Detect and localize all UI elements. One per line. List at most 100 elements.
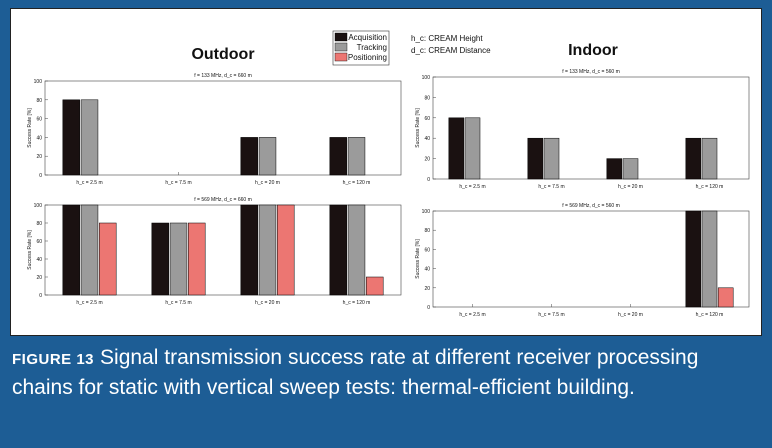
bar-acquisition xyxy=(240,204,258,296)
y-tick-label: 20 xyxy=(36,275,42,281)
bar-tracking xyxy=(622,158,639,180)
plot-area xyxy=(44,80,402,176)
bar-positioning xyxy=(188,222,206,296)
x-tick-label: h_c = 7.5 m xyxy=(538,184,564,190)
y-tick-label: 0 xyxy=(427,177,430,183)
x-tick-label: h_c = 7.5 m xyxy=(165,300,191,306)
bar-positioning xyxy=(366,276,384,296)
bar-tracking xyxy=(169,222,188,296)
y-axis-label: Success Rate [%] xyxy=(415,239,421,279)
bar-tracking xyxy=(464,117,481,180)
panel-title: f = 569 MHz, d_c = 660 m xyxy=(194,197,252,203)
note-cream-distance: d_c: CREAM Distance xyxy=(411,46,491,55)
bar-acquisition xyxy=(448,117,465,180)
bar-acquisition xyxy=(62,99,80,176)
x-tick-label: h_c = 120 m xyxy=(343,300,371,306)
y-tick-label: 0 xyxy=(39,173,42,179)
chart-panel-2: f = 569 MHz, d_c = 660 m 0 20 40 60 80 100 Succ… xyxy=(27,197,402,306)
x-tick-label: h_c = 2.5 m xyxy=(76,300,102,306)
bar-positioning xyxy=(99,222,117,296)
y-tick-label: 40 xyxy=(36,135,42,141)
x-tick-label: h_c = 7.5 m xyxy=(165,180,191,186)
y-axis-label: Success Rate [%] xyxy=(415,108,421,148)
y-tick-label: 40 xyxy=(424,136,430,142)
panel-title: f = 133 MHz, d_c = 560 m xyxy=(562,69,620,75)
bar-acquisition xyxy=(685,137,702,180)
x-tick-label: h_c = 20 m xyxy=(255,300,280,306)
bar-acquisition xyxy=(527,137,544,180)
figure-caption: FIGURE 13 Signal transmission success rat… xyxy=(12,344,760,402)
bar-positioning xyxy=(277,204,295,296)
x-tick-label: h_c = 2.5 m xyxy=(76,180,102,186)
legend-swatch-tracking xyxy=(334,42,348,52)
bar-acquisition xyxy=(62,204,80,296)
y-tick-label: 0 xyxy=(39,293,42,299)
bar-tracking xyxy=(80,204,99,296)
x-tick-label: h_c = 2.5 m xyxy=(459,184,485,190)
panel-title: f = 569 MHz, d_c = 560 m xyxy=(562,203,620,209)
bar-acquisition xyxy=(240,137,258,176)
y-tick-label: 60 xyxy=(36,117,42,123)
x-tick-label: h_c = 2.5 m xyxy=(459,312,485,318)
bar-acquisition xyxy=(329,204,347,296)
x-tick-label: h_c = 7.5 m xyxy=(538,312,564,318)
caption-text: Signal transmission success rate at diff… xyxy=(12,346,699,399)
legend-swatch-acquisition xyxy=(334,32,348,42)
y-tick-label: 80 xyxy=(36,221,42,227)
y-tick-label: 100 xyxy=(422,75,431,81)
x-tick-label: h_c = 20 m xyxy=(255,180,280,186)
note-cream-height: h_c: CREAM Height xyxy=(411,34,483,43)
y-tick-label: 100 xyxy=(422,209,431,215)
plot-area xyxy=(432,210,750,308)
chart-panel-1: f = 133 MHz, d_c = 660 m 0 20 40 60 80 100 Succ… xyxy=(27,73,402,186)
legend: Acquisition Tracking Positioning xyxy=(332,30,390,66)
bar-tracking xyxy=(347,204,366,296)
bar-acquisition xyxy=(606,158,623,180)
y-tick-label: 100 xyxy=(34,203,43,209)
legend-label-tracking: Tracking xyxy=(357,43,387,52)
bar-acquisition xyxy=(685,210,702,308)
y-tick-label: 60 xyxy=(424,247,430,253)
chart-panel-4: f = 569 MHz, d_c = 560 m 0 20 40 60 80 100 Succ… xyxy=(415,203,750,318)
panel-title: f = 133 MHz, d_c = 660 m xyxy=(194,73,252,79)
bar-acquisition xyxy=(329,137,347,176)
bar-tracking xyxy=(347,137,366,176)
chart-panel-3: f = 133 MHz, d_c = 560 m 0 20 40 60 80 100 Succ… xyxy=(415,69,750,190)
legend-swatch-positioning xyxy=(334,52,348,62)
bar-tracking xyxy=(543,137,560,180)
y-axis-label: Success Rate [%] xyxy=(27,230,33,270)
bar-charts: Outdoor Indoor Acquisition Tracking Posi… xyxy=(27,30,750,318)
plot-area xyxy=(44,204,402,296)
bar-tracking xyxy=(701,210,718,308)
x-tick-label: h_c = 20 m xyxy=(618,184,643,190)
y-tick-label: 0 xyxy=(427,305,430,311)
y-tick-label: 20 xyxy=(36,154,42,160)
bar-tracking xyxy=(258,204,277,296)
bar-tracking xyxy=(701,137,718,180)
bar-acquisition xyxy=(151,222,169,296)
y-tick-label: 60 xyxy=(424,116,430,122)
bar-tracking xyxy=(80,99,99,176)
x-tick-label: h_c = 20 m xyxy=(618,312,643,318)
plot-area xyxy=(432,76,750,180)
y-tick-label: 80 xyxy=(424,228,430,234)
figure-area: Outdoor Indoor Acquisition Tracking Posi… xyxy=(10,8,762,336)
y-axis-label: Success Rate [%] xyxy=(27,108,33,148)
x-tick-label: h_c = 120 m xyxy=(696,184,724,190)
y-tick-label: 40 xyxy=(36,257,42,263)
y-tick-label: 60 xyxy=(36,239,42,245)
indoor-title: Indoor xyxy=(568,42,618,59)
bar-positioning xyxy=(717,287,734,308)
x-tick-label: h_c = 120 m xyxy=(696,312,724,318)
y-tick-label: 40 xyxy=(424,267,430,273)
outdoor-title: Outdoor xyxy=(191,46,254,63)
y-tick-label: 20 xyxy=(424,286,430,292)
caption-label: FIGURE 13 xyxy=(12,351,95,368)
y-tick-label: 20 xyxy=(424,157,430,163)
bar-tracking xyxy=(258,137,277,176)
y-tick-label: 80 xyxy=(36,98,42,104)
x-tick-label: h_c = 120 m xyxy=(343,180,371,186)
legend-label-positioning: Positioning xyxy=(348,53,387,62)
y-tick-label: 100 xyxy=(34,79,43,85)
